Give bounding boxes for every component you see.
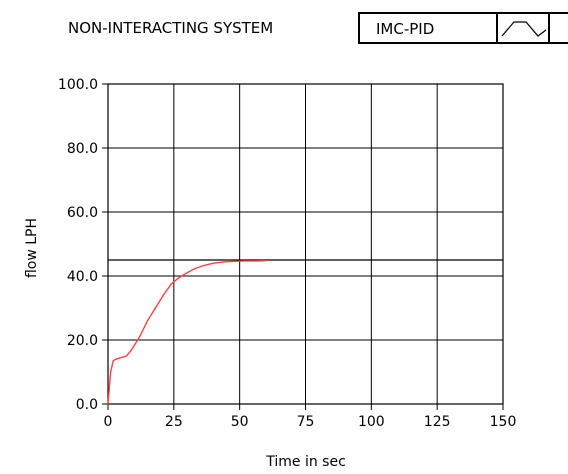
flow-series-point xyxy=(244,260,246,262)
flow-series-point xyxy=(265,260,267,262)
controller-label: IMC-PID xyxy=(376,20,435,38)
flow-series-point xyxy=(131,349,133,351)
flow-series-point xyxy=(162,294,164,296)
flow-series-point xyxy=(194,268,196,270)
y-axis-label: flow LPH xyxy=(24,218,40,278)
flow-series-point xyxy=(178,277,180,279)
flow-series-point xyxy=(107,403,109,405)
flow-series-point xyxy=(233,260,235,262)
x-tick-label: 150 xyxy=(490,414,517,430)
flow-series-point xyxy=(170,283,172,285)
flow-series-point xyxy=(139,336,141,338)
flow-series-point xyxy=(223,261,225,263)
x-tick-label: 0 xyxy=(104,414,113,430)
flow-series-point xyxy=(120,357,122,359)
y-tick-label: 40.0 xyxy=(67,269,98,285)
chart-series xyxy=(107,259,503,405)
flow-series-line xyxy=(107,259,267,405)
x-tick-label: 75 xyxy=(297,414,315,430)
y-tick-label: 100.0 xyxy=(58,77,98,93)
legend-scroll[interactable] xyxy=(548,12,568,44)
waveform-icon xyxy=(501,21,547,37)
y-tick-label: 60.0 xyxy=(67,205,98,221)
flow-series-point xyxy=(115,358,117,360)
x-axis-label: Time in sec xyxy=(265,454,346,470)
flow-series-point xyxy=(202,265,204,267)
flow-series-point xyxy=(212,262,214,264)
x-tick-label: 100 xyxy=(358,414,385,430)
y-tick-label: 20.0 xyxy=(67,333,98,349)
chart-grid xyxy=(107,83,504,405)
flow-series-point xyxy=(254,260,257,262)
x-tick-label: 25 xyxy=(165,414,183,430)
x-tick-label: 50 xyxy=(231,414,249,430)
y-tick-label: 80.0 xyxy=(67,141,98,157)
x-tick-label: 125 xyxy=(424,414,451,430)
flow-series-point xyxy=(154,307,156,309)
flow-series-point xyxy=(125,355,128,357)
system-title: NON-INTERACTING SYSTEM xyxy=(68,19,274,37)
y-tick-label: 0.0 xyxy=(76,397,98,413)
flow-series-point xyxy=(186,272,188,274)
chart-ticks: 0 25 50 75 100 125 150 0.0 20.0 40.0 60.0 80.0 100.0 xyxy=(58,77,516,430)
flow-series-point xyxy=(146,320,149,322)
flow-series-point xyxy=(112,360,114,362)
flow-series-point xyxy=(110,371,112,373)
